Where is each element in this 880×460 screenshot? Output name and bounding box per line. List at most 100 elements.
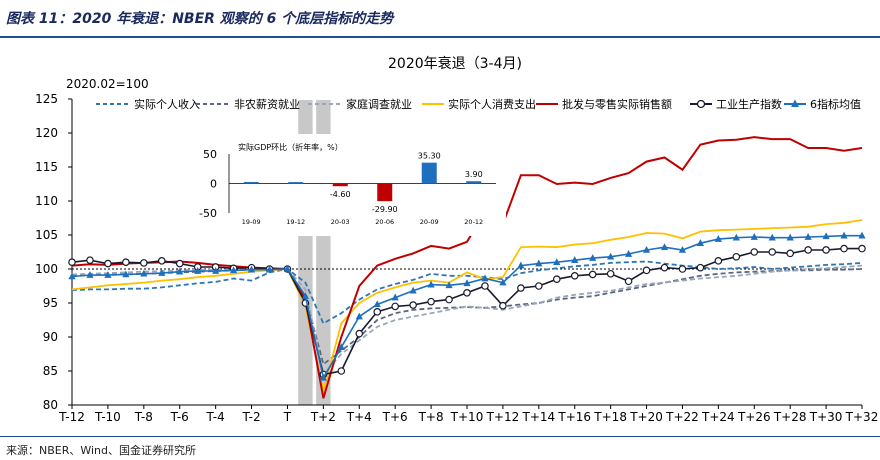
data-point [822, 246, 830, 254]
data-point [355, 312, 363, 320]
data-point [337, 343, 345, 350]
inset-y-tick-label: 50 [203, 148, 217, 161]
data-point [176, 267, 184, 275]
inset-category-label: 19-12 [286, 218, 305, 226]
series-line [71, 260, 863, 325]
data-point [822, 232, 830, 240]
top-rule [0, 36, 880, 38]
data-point [750, 233, 758, 240]
data-point [481, 274, 489, 282]
x-tick-label: T+30 [809, 410, 843, 424]
data-point [678, 265, 687, 273]
legend-marker [791, 99, 799, 107]
data-point [552, 275, 561, 284]
x-tick-label: T+24 [701, 410, 735, 424]
inset-data-label: 35.30 [418, 152, 441, 161]
legend-marker [696, 99, 706, 109]
data-point [194, 267, 202, 274]
x-tick-label: T+14 [521, 410, 555, 424]
bottom-rule [0, 436, 880, 437]
inset-category-label: 20-09 [420, 218, 439, 226]
series-line [71, 264, 863, 377]
data-point [786, 249, 794, 258]
chart-title: 2020年衰退（3-4月) [388, 55, 522, 72]
data-point [140, 259, 148, 267]
inset-y-tick-label: 0 [210, 178, 217, 191]
inset-y-tick-label: -50 [199, 207, 217, 220]
data-point [768, 233, 776, 241]
data-point [355, 329, 364, 338]
data-point [391, 293, 399, 301]
inset-category-label: 19-09 [242, 218, 261, 226]
y-tick-label: 105 [35, 228, 58, 242]
legend: 实际个人收入 非农薪资就业 家庭调查就业 实际个人消费支出 批发与零售实际销售额 工业生产… [96, 97, 861, 111]
data-point [607, 252, 615, 260]
data-point [445, 295, 453, 304]
data-point [553, 258, 561, 265]
data-point [732, 233, 740, 241]
data-point [517, 261, 525, 269]
data-point [175, 259, 184, 268]
data-point [409, 301, 417, 309]
inset-bar [466, 181, 482, 184]
data-point [840, 231, 848, 239]
data-point [140, 269, 148, 277]
inset-data-label: -29.90 [372, 205, 398, 214]
data-point [409, 286, 417, 294]
data-point [427, 297, 435, 306]
legend-item-7: 6指标均值 [784, 97, 861, 111]
data-point [445, 281, 453, 289]
data-point [337, 367, 346, 375]
data-point [157, 257, 166, 265]
data-point [463, 279, 471, 287]
series-1 [71, 260, 863, 325]
data-point [696, 239, 705, 246]
data-point [606, 269, 615, 278]
inset-bar [377, 183, 393, 202]
data-point [768, 248, 777, 256]
data-point [660, 243, 669, 251]
data-point [858, 244, 866, 253]
data-point [158, 269, 166, 276]
data-point [732, 252, 741, 261]
series-6 [68, 244, 866, 379]
data-point [283, 265, 292, 272]
x-tick-label: T+12 [486, 410, 520, 424]
legend-item-5: 批发与零售实际销售额 [536, 97, 672, 111]
x-tick-label: T-6 [170, 410, 189, 424]
data-point [535, 282, 543, 290]
data-point [571, 256, 579, 263]
data-point [624, 277, 633, 286]
data-point [588, 270, 597, 279]
x-tick-label: T-8 [134, 410, 153, 424]
data-point [373, 300, 381, 308]
data-point [714, 257, 723, 265]
data-point [804, 233, 812, 240]
main-axes: 80 85 90 95 100 105 110 115 120 125 T-12 T-10 T-8 T-6… [35, 92, 878, 424]
series-line [71, 234, 862, 380]
unit-note: 2020.02=100 [66, 77, 149, 91]
x-tick-label: T-10 [94, 410, 121, 424]
y-tick-label: 90 [43, 330, 58, 344]
data-point [265, 265, 274, 273]
x-tick-label: T+20 [629, 410, 663, 424]
legend-item-2: 非农薪资就业 [196, 97, 300, 111]
inset-data-label: -4.60 [330, 190, 351, 199]
data-point [642, 245, 651, 253]
x-tick-label: T+28 [773, 410, 807, 424]
data-point [589, 254, 597, 261]
inset-bar [421, 162, 437, 184]
series-3 [71, 264, 863, 377]
data-point [373, 308, 382, 316]
inset-category-label: 20-03 [331, 218, 350, 226]
data-point [840, 244, 848, 253]
data-point [319, 373, 327, 381]
x-tick-label: T-2 [241, 410, 260, 424]
y-tick-label: 85 [43, 364, 58, 378]
data-point [499, 278, 507, 286]
x-tick-label: T+2 [310, 410, 336, 424]
data-point [122, 270, 130, 278]
legend-label: 6指标均值 [810, 97, 861, 111]
y-tick-label: 110 [35, 194, 58, 208]
